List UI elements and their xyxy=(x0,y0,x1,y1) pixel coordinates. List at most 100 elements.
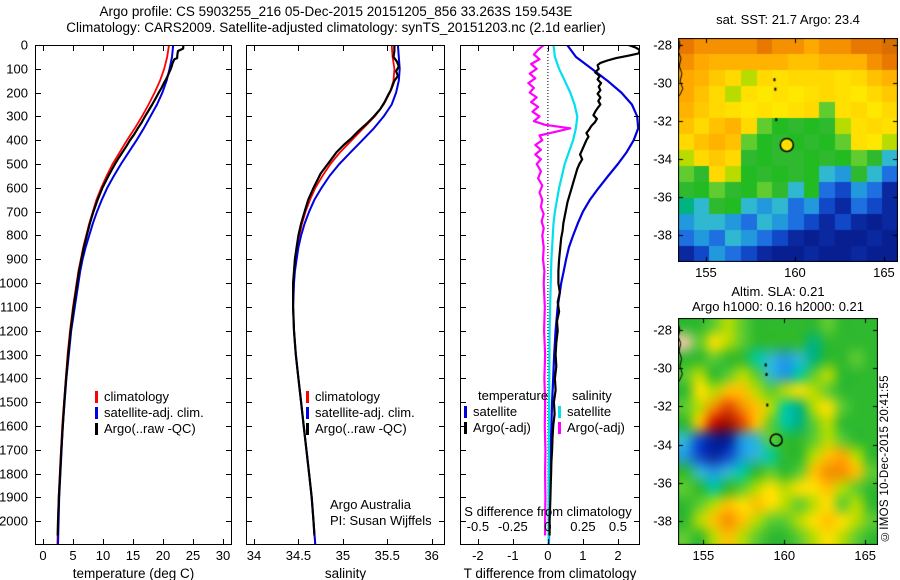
x-tick-label: -1 xyxy=(507,548,519,563)
lon-tick-label: 165 xyxy=(854,548,877,563)
sst-map-title: sat. SST: 21.7 Argo: 23.4 xyxy=(716,12,860,27)
x-tick-label: 2 xyxy=(614,548,622,563)
x-tick-label: 35 xyxy=(335,548,351,563)
legend-header: salinity xyxy=(572,388,612,403)
depth-tick-label: 1700 xyxy=(0,442,28,458)
sla-map: 155 160 165 -28 -30 -32 -34 -36 -38 xyxy=(653,318,878,563)
depth-tick-label: 300 xyxy=(6,108,28,124)
copyright-text: ©IMOS 10-Dec-2015 20:41:55 xyxy=(879,375,891,542)
series-satellite-s xyxy=(547,45,579,545)
salinity-profile-panel: salinity climatology satellite-adj. clim.… xyxy=(246,45,445,580)
legend-label: satellite xyxy=(567,404,612,419)
legend-label: satellite-adj. clim. xyxy=(315,405,415,420)
legend-marker xyxy=(306,391,309,403)
s-tick-label: 0 xyxy=(544,519,552,534)
lat-tick-label: -28 xyxy=(653,322,672,338)
x-tick-label: 30 xyxy=(215,548,231,563)
sst-map: 155 160 165 -28 -30 -32 -34 -36 -38 xyxy=(653,38,898,280)
lon-tick-label: 160 xyxy=(784,265,806,280)
lon-tick-label: 155 xyxy=(695,265,717,280)
depth-tick-label: 1100 xyxy=(0,299,28,315)
temperature-legend: climatology satellite-adj. clim. Argo(..ra… xyxy=(95,389,204,437)
lat-tick-label: -38 xyxy=(653,513,672,529)
depth-tick-label: 1900 xyxy=(0,489,28,505)
legend-label: Argo(-adj) xyxy=(473,420,531,435)
legend-label: satellite xyxy=(473,404,518,419)
legend-marker xyxy=(558,422,561,434)
legend-marker xyxy=(306,407,309,419)
depth-tick-label: 1600 xyxy=(0,418,28,434)
depth-tick-label: 700 xyxy=(6,204,28,220)
x-tick-label: 0 xyxy=(544,548,552,563)
temperature-axis-label: temperature (deg C) xyxy=(72,566,195,580)
legend-marker xyxy=(95,407,98,419)
s-tick-label: -0.5 xyxy=(466,519,490,534)
difference-salinity-legend: salinity satellite Argo(-adj) xyxy=(558,388,625,436)
series-climatology xyxy=(56,45,170,545)
x-tick-label: 36 xyxy=(424,548,439,563)
s-difference-label: S difference from climatology xyxy=(464,504,632,519)
x-tick-label: 34 xyxy=(246,548,262,563)
sst-map-image xyxy=(678,38,898,262)
lat-tick-label: -36 xyxy=(653,189,672,205)
figure-title-line2: Climatology: CARS2009. Satellite-adjuste… xyxy=(66,20,606,35)
lat-tick-label: -34 xyxy=(653,151,672,167)
lat-tick-label: -32 xyxy=(653,113,672,129)
depth-tick-label: 400 xyxy=(6,132,28,148)
depth-tick-label: 0 xyxy=(20,37,28,53)
temperature-profile-plot xyxy=(35,45,232,545)
lat-tick-label: -34 xyxy=(653,437,672,453)
s-tick-label: 0.5 xyxy=(608,519,627,534)
salinity-axis-label: salinity xyxy=(324,566,367,580)
series-argo-raw-qc- xyxy=(56,45,185,536)
x-tick-label: 20 xyxy=(155,548,171,563)
x-tick-label: 35.5 xyxy=(374,548,400,563)
depth-tick-label: 1000 xyxy=(0,275,28,291)
legend-item: Argo(..raw -QC) xyxy=(306,421,415,437)
depth-tick-label: 800 xyxy=(6,227,28,243)
figure-title: Argo profile: CS 5903255_216 05-Dec-2015… xyxy=(30,4,642,36)
x-tick-label: 25 xyxy=(185,548,201,563)
legend-item: satellite xyxy=(558,404,625,420)
depth-tick-label: 600 xyxy=(6,180,28,196)
pi-annotation: Argo Australia PI: Susan Wijffels xyxy=(330,497,432,529)
legend-item: Argo(-adj) xyxy=(464,420,548,436)
legend-item: satellite-adj. clim. xyxy=(306,405,415,421)
s-tick-label: -0.25 xyxy=(498,519,528,534)
legend-label: satellite-adj. clim. xyxy=(104,405,204,420)
x-tick-label: 0 xyxy=(39,548,47,563)
salinity-profile-plot xyxy=(246,45,445,545)
sla-map-title-line2: Argo h1000: 0.16 h2000: 0.21 xyxy=(691,299,865,314)
depth-tick-label: 500 xyxy=(6,156,28,172)
depth-tick-label: 1500 xyxy=(0,394,28,410)
temperature-profile-panel: temperature (deg C) climatology satellite… xyxy=(0,38,232,580)
s-tick-label: 0.25 xyxy=(570,519,596,534)
legend-marker xyxy=(464,422,467,434)
depth-tick-label: 100 xyxy=(6,61,28,77)
series-argo-adj-t xyxy=(548,45,640,536)
lat-tick-label: -38 xyxy=(653,227,672,243)
figure-title-line1: Argo profile: CS 5903255_216 05-Dec-2015… xyxy=(99,4,573,19)
pi-annotation-line1: Argo Australia xyxy=(330,497,411,512)
series-satellite-t xyxy=(547,45,640,545)
pi-annotation-line2: PI: Susan Wijffels xyxy=(330,513,432,528)
t-difference-axis-label: T difference from climatology xyxy=(463,566,637,580)
depth-tick-label: 200 xyxy=(6,85,28,101)
lat-tick-label: -36 xyxy=(653,475,672,491)
salinity-legend: climatology satellite-adj. clim. Argo(..ra… xyxy=(306,389,415,437)
depth-tick-label: 900 xyxy=(6,251,28,267)
legend-item: climatology xyxy=(306,389,415,405)
legend-label: climatology xyxy=(104,389,170,404)
legend-label: Argo(-adj) xyxy=(567,420,625,435)
x-tick-label: 34.5 xyxy=(285,548,312,563)
difference-temperature-legend: temperature satellite Argo(-adj) xyxy=(464,388,548,436)
depth-tick-label: 2000 xyxy=(0,513,28,529)
legend-header: temperature xyxy=(478,388,549,403)
legend-item: satellite-adj. clim. xyxy=(95,405,204,421)
lat-tick-label: -30 xyxy=(653,360,672,376)
legend-marker xyxy=(558,406,561,418)
x-tick-label: -2 xyxy=(472,548,484,563)
legend-item: Argo(..raw -QC) xyxy=(95,421,204,437)
x-tick-label: 10 xyxy=(95,548,111,563)
